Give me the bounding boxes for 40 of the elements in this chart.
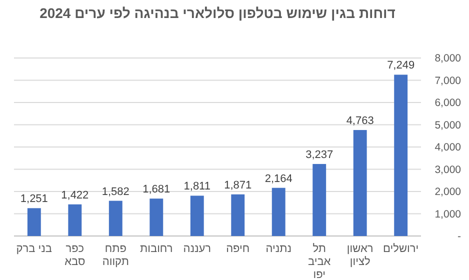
- data-label: 4,763: [346, 115, 374, 128]
- y-tick-label: -: [458, 230, 462, 243]
- x-tick-label: רעננה: [183, 243, 212, 255]
- x-tick-label: פתח תקווה: [102, 243, 129, 268]
- y-tick-label: 5,000: [434, 119, 462, 132]
- y-tick-label: 8,000: [434, 52, 462, 65]
- bar: [190, 196, 204, 236]
- x-tick-label: ראשון לציון: [346, 243, 374, 268]
- x-tick-label: תל אביב יפו: [308, 243, 331, 280]
- bar: [27, 208, 41, 236]
- data-label: 1,251: [20, 193, 48, 206]
- x-tick-label: נתניה: [266, 243, 292, 255]
- y-tick-label: 1,000: [434, 208, 462, 220]
- y-tick-label: 3,000: [434, 164, 462, 176]
- bar: [150, 198, 164, 236]
- bar: [108, 200, 122, 236]
- bar: [272, 188, 286, 236]
- data-label: 3,237: [306, 148, 334, 161]
- data-label: 1,811: [184, 180, 210, 193]
- data-label: 1,871: [224, 179, 252, 192]
- bar: [353, 130, 367, 236]
- bar: [68, 204, 82, 236]
- bar: [231, 194, 245, 236]
- data-label: 2,164: [264, 172, 292, 185]
- x-tick-label: חיפה: [226, 243, 250, 255]
- data-label: 1,422: [61, 189, 89, 202]
- x-tick-label: רחובות: [140, 243, 173, 255]
- data-label: 1,681: [142, 184, 170, 196]
- bar: [312, 164, 326, 236]
- x-tick-label: כפר סבא: [64, 243, 86, 268]
- data-label: 1,582: [102, 186, 130, 198]
- bar: [394, 74, 408, 236]
- x-tick-label: ירושלים: [383, 243, 419, 255]
- y-tick-label: 6,000: [434, 97, 462, 110]
- y-tick-label: 7,000: [434, 74, 462, 87]
- data-label: 7,249: [387, 60, 415, 72]
- x-tick-label: בני ברק: [16, 243, 52, 255]
- y-tick-label: 2,000: [434, 186, 462, 198]
- chart-title: דוחות בגין שימוש בטלפון סלולארי בנהיגה לפי ערים 2024: [40, 5, 396, 21]
- y-tick-label: 4,000: [434, 142, 462, 154]
